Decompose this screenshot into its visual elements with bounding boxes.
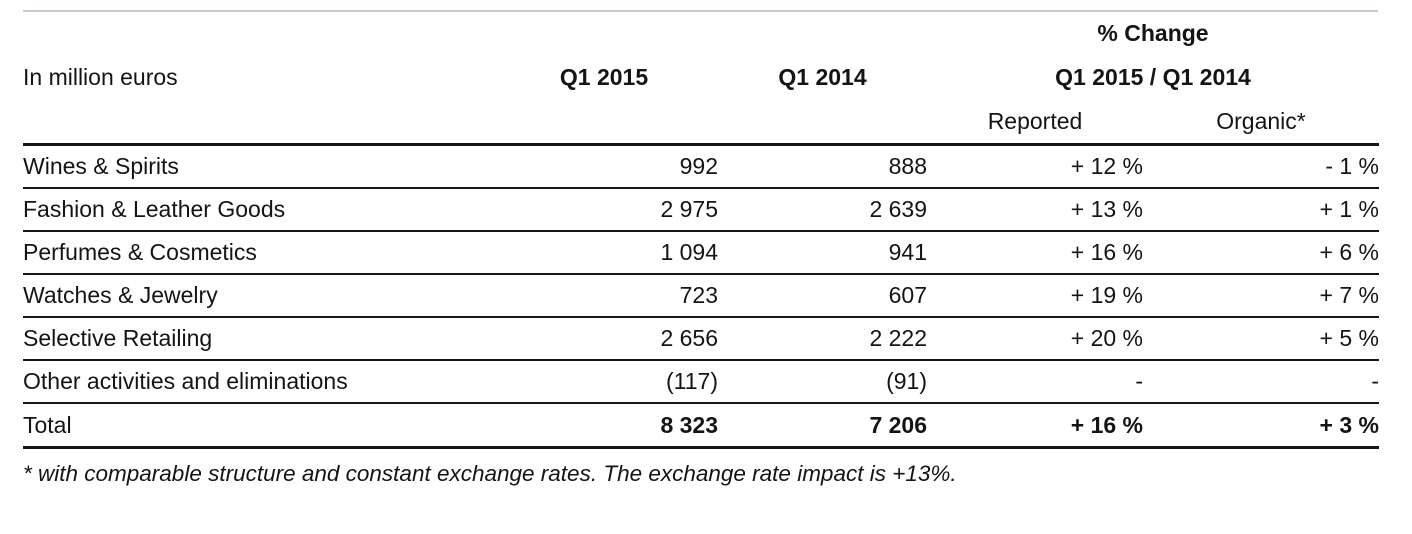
value-reported-change: + 12 %	[1070, 153, 1143, 179]
table-header: % Change In million euros Q1 2015 Q1 201…	[23, 12, 1379, 145]
unit-label: In million euros	[23, 63, 178, 90]
value-q1-2014: 607	[888, 282, 927, 308]
header-spacer	[490, 100, 718, 145]
value-reported-change: + 16 %	[1070, 239, 1143, 265]
row-label: Fashion & Leather Goods	[23, 196, 286, 222]
table-body: Wines & Spirits 992 888 + 12 % - 1 % Fas…	[23, 145, 1379, 448]
header-spacer	[490, 12, 718, 54]
value-organic-change: + 5 %	[1319, 325, 1379, 351]
top-divider	[23, 10, 1378, 12]
value-organic-change: + 1 %	[1319, 196, 1379, 222]
value-q1-2015: 2 975	[660, 196, 718, 222]
table-row: Fashion & Leather Goods 2 975 2 639 + 13…	[23, 188, 1379, 231]
row-label: Other activities and eliminations	[23, 368, 348, 394]
header-spacer	[718, 12, 927, 54]
column-header-organic: Organic*	[1216, 108, 1306, 134]
value-q1-2014: 888	[888, 153, 927, 179]
value-q1-2015: 992	[679, 153, 718, 179]
value-q1-2015: 2 656	[660, 325, 718, 351]
table-row: Other activities and eliminations (117) …	[23, 360, 1379, 403]
total-reported-change: + 16 %	[1070, 411, 1143, 438]
header-spacer	[23, 12, 490, 54]
revenue-by-business-group-table: % Change In million euros Q1 2015 Q1 201…	[23, 12, 1379, 449]
column-header-q1-2014: Q1 2014	[778, 63, 867, 90]
column-header-percent-change: % Change	[1097, 19, 1209, 46]
header-spacer	[718, 100, 927, 145]
value-reported-change: + 13 %	[1070, 196, 1143, 222]
table-row-total: Total 8 323 7 206 + 16 % + 3 %	[23, 403, 1379, 448]
row-label: Wines & Spirits	[23, 153, 179, 179]
value-q1-2015: 723	[679, 282, 718, 308]
row-label: Perfumes & Cosmetics	[23, 239, 257, 265]
row-label: Selective Retailing	[23, 325, 213, 351]
table-row: Perfumes & Cosmetics 1 094 941 + 16 % + …	[23, 231, 1379, 274]
value-q1-2014: 2 222	[869, 325, 927, 351]
value-reported-change: -	[1135, 368, 1143, 394]
value-organic-change: - 1 %	[1325, 153, 1379, 179]
value-organic-change: -	[1371, 368, 1379, 394]
column-header-reported: Reported	[987, 108, 1083, 134]
total-organic-change: + 3 %	[1319, 411, 1379, 438]
value-q1-2015: (117)	[666, 368, 718, 394]
header-row-periods: In million euros Q1 2015 Q1 2014 Q1 2015…	[23, 54, 1379, 100]
value-reported-change: + 20 %	[1070, 325, 1143, 351]
value-q1-2014: 2 639	[869, 196, 927, 222]
organic-footnote: * with comparable structure and constant…	[23, 461, 957, 486]
table-row: Selective Retailing 2 656 2 222 + 20 % +…	[23, 317, 1379, 360]
table-row: Watches & Jewelry 723 607 + 19 % + 7 %	[23, 274, 1379, 317]
total-q1-2014: 7 206	[869, 411, 927, 438]
total-label: Total	[23, 411, 72, 438]
table-row: Wines & Spirits 992 888 + 12 % - 1 %	[23, 145, 1379, 188]
value-q1-2015: 1 094	[660, 239, 718, 265]
column-header-q1-2015: Q1 2015	[559, 63, 649, 90]
value-organic-change: + 7 %	[1319, 282, 1379, 308]
row-label: Watches & Jewelry	[23, 282, 218, 308]
column-header-change-periods: Q1 2015 / Q1 2014	[1055, 63, 1251, 90]
total-q1-2015: 8 323	[660, 411, 718, 438]
header-row-change-group: % Change	[23, 12, 1379, 54]
value-q1-2014: 941	[888, 239, 927, 265]
header-row-change-types: Reported Organic*	[23, 100, 1379, 145]
header-spacer	[23, 100, 490, 145]
value-q1-2014: (91)	[886, 368, 927, 394]
value-reported-change: + 19 %	[1070, 282, 1143, 308]
value-organic-change: + 6 %	[1319, 239, 1379, 265]
